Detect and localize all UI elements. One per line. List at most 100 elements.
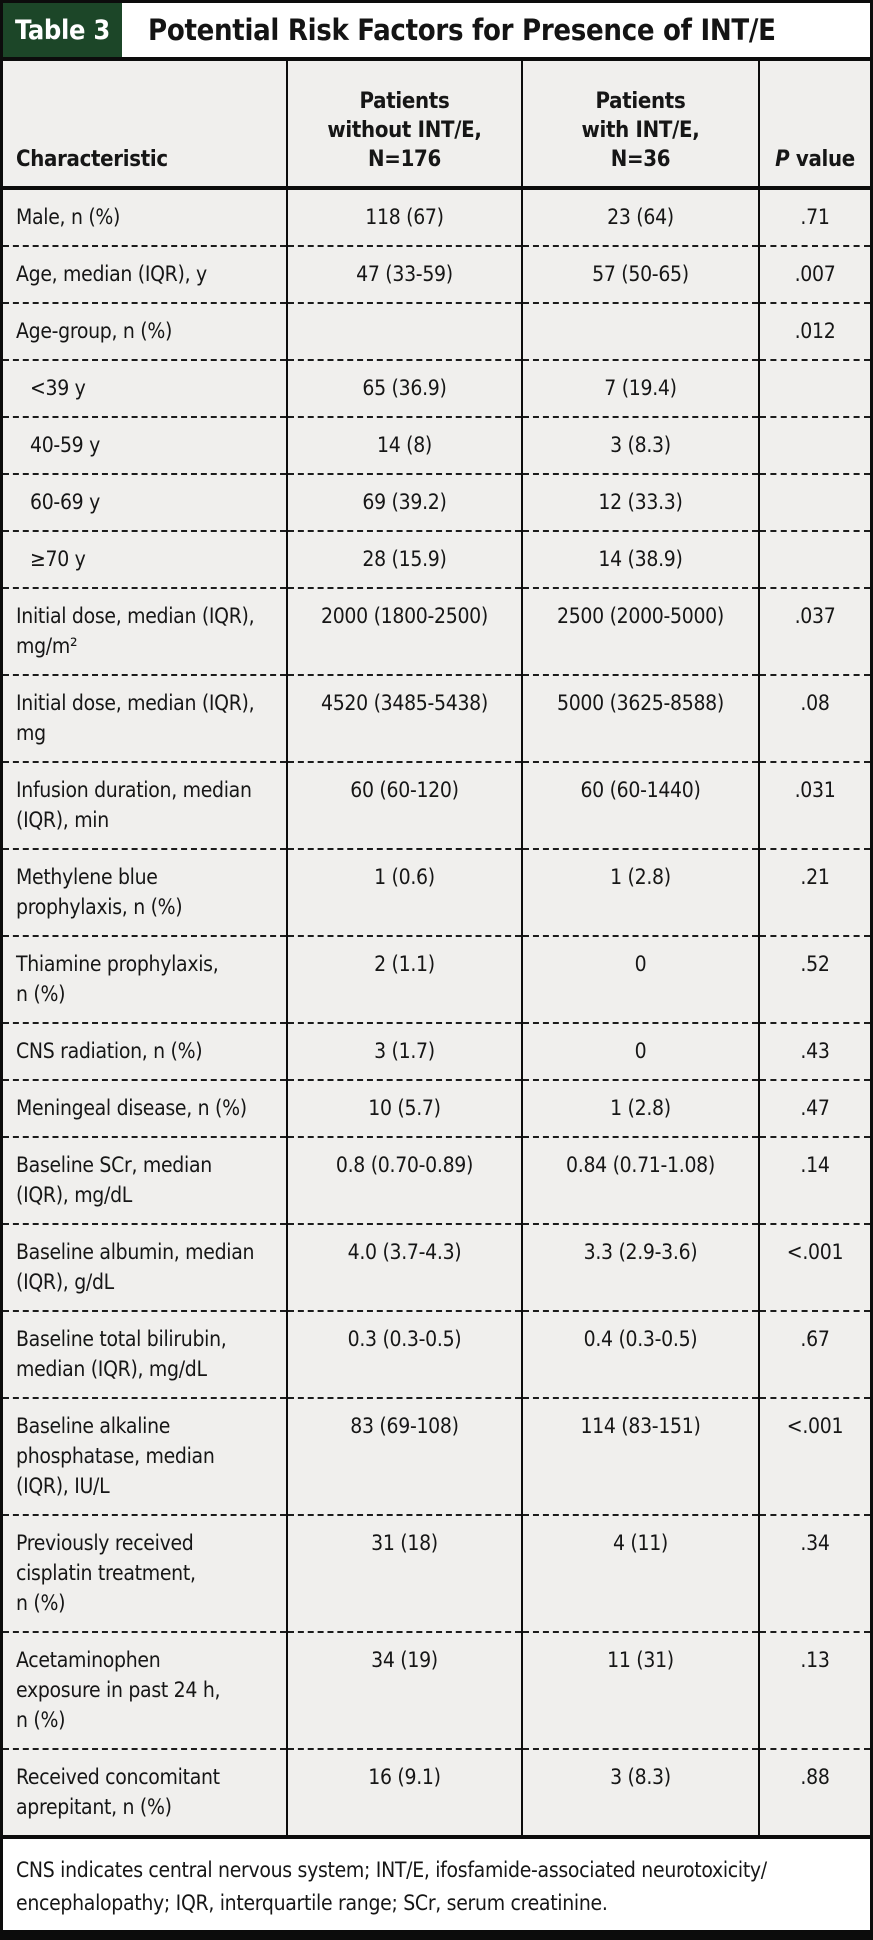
characteristic-cell: Thiamine prophylaxis, n (%) <box>3 935 287 1023</box>
without-inte-cell: 0.8 (0.70-0.89) <box>286 1136 522 1224</box>
header-p-value: P value <box>758 61 870 190</box>
with-inte-cell: 4 (11) <box>521 1514 759 1632</box>
table-title: Potential Risk Factors for Presence of I… <box>148 13 776 47</box>
with-inte-cell: 12 (33.3) <box>521 473 759 531</box>
p-value-cell: <.001 <box>758 1397 870 1515</box>
p-value-cell: <.001 <box>758 1223 870 1311</box>
table-row: Received concomitant aprepitant, n (%) 1… <box>3 1748 870 1835</box>
characteristic-cell: Baseline alkaline phosphatase, median (I… <box>3 1397 287 1515</box>
without-inte-cell: 118 (67) <box>286 188 522 246</box>
characteristic-cell: <39 y <box>3 359 287 417</box>
p-value-cell: .47 <box>758 1079 870 1137</box>
p-value-cell: .71 <box>758 188 870 246</box>
p-value-cell: .52 <box>758 935 870 1023</box>
table-row: Age-group, n (%) .012 <box>3 302 870 360</box>
p-value-cell: .88 <box>758 1748 870 1835</box>
with-inte-cell: 0.4 (0.3-0.5) <box>521 1310 759 1398</box>
without-inte-cell: 83 (69-108) <box>286 1397 522 1515</box>
characteristic-cell: Initial dose, median (IQR), mg <box>3 674 287 762</box>
p-value-cell: .08 <box>758 674 870 762</box>
with-inte-cell: 14 (38.9) <box>521 530 759 588</box>
table-row: ≥70 y 28 (15.9) 14 (38.9) <box>3 530 870 588</box>
table-row: Male, n (%) 118 (67) 23 (64) .71 <box>3 188 870 246</box>
characteristic-cell: Baseline total bilirubin, median (IQR), … <box>3 1310 287 1398</box>
without-inte-cell: 10 (5.7) <box>286 1079 522 1137</box>
without-inte-cell: 34 (19) <box>286 1631 522 1749</box>
characteristic-cell: Previously received cisplatin treatment,… <box>3 1514 287 1632</box>
characteristic-cell: Male, n (%) <box>3 188 287 246</box>
p-value-cell: .34 <box>758 1514 870 1632</box>
p-value-cell: .14 <box>758 1136 870 1224</box>
table-row: 60-69 y 69 (39.2) 12 (33.3) <box>3 473 870 531</box>
p-value-cell: .031 <box>758 761 870 849</box>
with-inte-cell: 11 (31) <box>521 1631 759 1749</box>
without-inte-cell: 2000 (1800-2500) <box>286 587 522 675</box>
table-grid: Characteristic Patients without INT/E, N… <box>3 57 870 1937</box>
characteristic-cell: Baseline SCr, median (IQR), mg/dL <box>3 1136 287 1224</box>
header-row: Characteristic Patients without INT/E, N… <box>3 61 870 190</box>
p-value-cell: .037 <box>758 587 870 675</box>
with-inte-cell: 7 (19.4) <box>521 359 759 417</box>
characteristic-cell: ≥70 y <box>3 530 287 588</box>
with-inte-cell: 23 (64) <box>521 188 759 246</box>
table-row: Baseline SCr, median (IQR), mg/dL 0.8 (0… <box>3 1136 870 1224</box>
header-characteristic: Characteristic <box>3 61 287 190</box>
without-inte-cell: 31 (18) <box>286 1514 522 1632</box>
without-inte-cell: 0.3 (0.3-0.5) <box>286 1310 522 1398</box>
footnote-line: encephalopathy; IQR, interquartile range… <box>16 1891 608 1915</box>
header-with-inte: Patients with INT/E, N=36 <box>521 61 759 190</box>
table-row: Infusion duration, median (IQR), min 60 … <box>3 761 870 849</box>
table-row: Initial dose, median (IQR), mg/m² 2000 (… <box>3 587 870 675</box>
table-row: CNS radiation, n (%) 3 (1.7) 0 .43 <box>3 1022 870 1080</box>
without-inte-cell: 4520 (3485-5438) <box>286 674 522 762</box>
characteristic-cell: Initial dose, median (IQR), mg/m² <box>3 587 287 675</box>
without-inte-cell: 16 (9.1) <box>286 1748 522 1835</box>
characteristic-cell: Infusion duration, median (IQR), min <box>3 761 287 849</box>
risk-factors-table: Characteristic Patients without INT/E, N… <box>3 61 870 1835</box>
without-inte-cell: 4.0 (3.7-4.3) <box>286 1223 522 1311</box>
with-inte-cell: 0 <box>521 1022 759 1080</box>
with-inte-cell: 3.3 (2.9-3.6) <box>521 1223 759 1311</box>
p-value-cell: .21 <box>758 848 870 936</box>
with-inte-cell: 3 (8.3) <box>521 416 759 474</box>
with-inte-cell: 114 (83-151) <box>521 1397 759 1515</box>
title-bar: Table 3 Potential Risk Factors for Prese… <box>3 3 870 57</box>
characteristic-cell: Age, median (IQR), y <box>3 245 287 303</box>
table-row: Acetaminophen exposure in past 24 h, n (… <box>3 1631 870 1749</box>
p-value-cell: .012 <box>758 302 870 360</box>
with-inte-cell: 2500 (2000-5000) <box>521 587 759 675</box>
p-value-cell <box>758 473 870 531</box>
table-number-badge: Table 3 <box>3 3 122 57</box>
with-inte-cell <box>521 302 759 360</box>
without-inte-cell: 2 (1.1) <box>286 935 522 1023</box>
table-row: Baseline albumin, median (IQR), g/dL 4.0… <box>3 1223 870 1311</box>
table-row: Baseline total bilirubin, median (IQR), … <box>3 1310 870 1398</box>
table-row: Thiamine prophylaxis, n (%) 2 (1.1) 0 .5… <box>3 935 870 1023</box>
with-inte-cell: 5000 (3625-8588) <box>521 674 759 762</box>
footnote-line: CNS indicates central nervous system; IN… <box>16 1858 767 1882</box>
with-inte-cell: 1 (2.8) <box>521 848 759 936</box>
p-value-cell <box>758 530 870 588</box>
characteristic-cell: Received concomitant aprepitant, n (%) <box>3 1748 287 1835</box>
without-inte-cell: 65 (36.9) <box>286 359 522 417</box>
characteristic-cell: Baseline albumin, median (IQR), g/dL <box>3 1223 287 1311</box>
header-without-inte: Patients without INT/E, N=176 <box>286 61 522 190</box>
characteristic-cell: Age-group, n (%) <box>3 302 287 360</box>
p-value-italic-p: P <box>775 147 790 172</box>
p-value-cell: .43 <box>758 1022 870 1080</box>
characteristic-cell: 60-69 y <box>3 473 287 531</box>
table-row: Initial dose, median (IQR), mg 4520 (348… <box>3 674 870 762</box>
with-inte-cell: 60 (60-1440) <box>521 761 759 849</box>
table-row: Methylene blue prophylaxis, n (%) 1 (0.6… <box>3 848 870 936</box>
characteristic-cell: Acetaminophen exposure in past 24 h, n (… <box>3 1631 287 1749</box>
with-inte-cell: 3 (8.3) <box>521 1748 759 1835</box>
table-header: Characteristic Patients without INT/E, N… <box>3 61 870 190</box>
without-inte-cell: 60 (60-120) <box>286 761 522 849</box>
with-inte-cell: 57 (50-65) <box>521 245 759 303</box>
with-inte-cell: 0.84 (0.71-1.08) <box>521 1136 759 1224</box>
p-value-cell: .007 <box>758 245 870 303</box>
without-inte-cell: 14 (8) <box>286 416 522 474</box>
without-inte-cell: 47 (33-59) <box>286 245 522 303</box>
table-body: Male, n (%) 118 (67) 23 (64) .71 Age, me… <box>3 188 870 1835</box>
